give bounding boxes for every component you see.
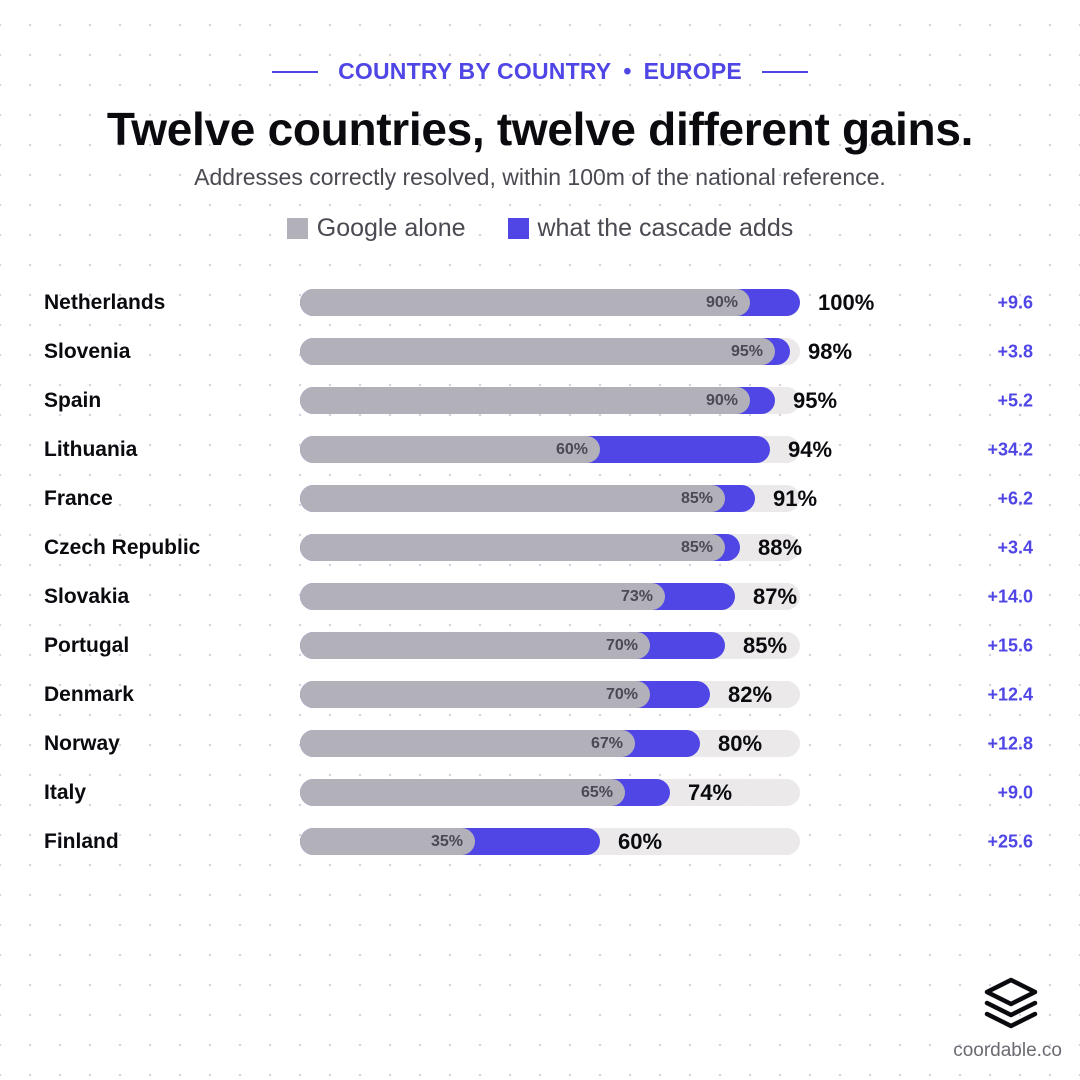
base-value-label: 85% — [681, 490, 713, 507]
base-value-label: 67% — [591, 735, 623, 752]
category-label: Portugal — [44, 634, 129, 657]
bar-base — [300, 828, 475, 855]
delta-label: +14.0 — [987, 587, 1033, 607]
category-label: Slovenia — [44, 340, 131, 363]
base-value-label: 85% — [681, 539, 713, 556]
total-value-label: 98% — [808, 339, 852, 364]
total-value-label: 95% — [793, 388, 837, 413]
base-value-label: 73% — [621, 588, 653, 605]
delta-label: +25.6 — [987, 832, 1033, 852]
delta-label: +12.8 — [987, 734, 1033, 754]
legend: Google alone what the cascade adds — [0, 214, 1080, 243]
base-value-label: 35% — [431, 833, 463, 850]
delta-label: +34.2 — [987, 440, 1033, 460]
legend-label-base: Google alone — [316, 214, 466, 242]
bar-base — [300, 289, 750, 316]
brand-domain: coordable.co — [953, 1040, 1062, 1061]
category-label: Spain — [44, 389, 101, 412]
delta-label: +3.4 — [997, 538, 1033, 558]
bar-base — [300, 681, 650, 708]
category-label: Denmark — [44, 683, 134, 706]
bar-base — [300, 436, 600, 463]
category-label: Norway — [44, 732, 120, 755]
total-value-label: 80% — [718, 731, 762, 756]
legend-label-added: what the cascade adds — [537, 214, 794, 242]
base-value-label: 90% — [706, 392, 738, 409]
delta-label: +15.6 — [987, 636, 1033, 656]
kicker-separator: • — [623, 58, 632, 84]
total-value-label: 88% — [758, 535, 802, 560]
bar-base — [300, 632, 650, 659]
bar-base — [300, 338, 775, 365]
base-value-label: 95% — [731, 343, 763, 360]
kicker-rule-right — [761, 70, 808, 73]
stacked-layers-icon — [984, 977, 1038, 1029]
base-value-label: 70% — [606, 686, 638, 703]
delta-label: +5.2 — [997, 391, 1033, 411]
bar-chart: Netherlands 90% 100% +9.6 Slovenia 95% 98% +3.8… — [44, 289, 1033, 855]
total-value-label: 94% — [788, 437, 832, 462]
delta-label: +12.4 — [987, 685, 1033, 705]
total-value-label: 82% — [728, 682, 772, 707]
total-value-label: 87% — [753, 584, 797, 609]
delta-label: +9.0 — [997, 783, 1033, 803]
category-label: Czech Republic — [44, 536, 201, 559]
delta-label: +9.6 — [997, 293, 1033, 313]
bar-base — [300, 730, 635, 757]
bar-base — [300, 583, 665, 610]
category-label: Lithuania — [44, 438, 138, 461]
category-label: France — [44, 487, 113, 510]
delta-label: +3.8 — [997, 342, 1033, 362]
kicker-right: EUROPE — [643, 58, 742, 84]
bar-base — [300, 485, 725, 512]
legend-item-base: Google alone — [286, 214, 466, 243]
base-value-label: 90% — [706, 294, 738, 311]
base-value-label: 60% — [556, 441, 588, 458]
legend-swatch-added — [507, 218, 529, 239]
base-value-label: 70% — [606, 637, 638, 654]
total-value-label: 60% — [618, 829, 662, 854]
total-value-label: 85% — [743, 633, 787, 658]
bar-base — [300, 534, 725, 561]
bar-base — [300, 779, 625, 806]
category-label: Netherlands — [44, 291, 165, 314]
legend-swatch-base — [286, 218, 308, 239]
chart-subtitle: Addresses correctly resolved, within 100… — [194, 164, 886, 190]
kicker-left: COUNTRY BY COUNTRY — [338, 58, 612, 84]
total-value-label: 91% — [773, 486, 817, 511]
category-label: Finland — [44, 830, 119, 853]
category-label: Slovakia — [44, 585, 130, 608]
legend-item-added: what the cascade adds — [507, 214, 794, 243]
total-value-label: 74% — [688, 780, 732, 805]
category-label: Italy — [44, 781, 86, 804]
base-value-label: 65% — [581, 784, 613, 801]
delta-label: +6.2 — [997, 489, 1033, 509]
kicker: COUNTRY BY COUNTRY • EUROPE — [0, 58, 1080, 85]
kicker-rule-left — [272, 70, 319, 73]
chart-title: Twelve countries, twelve different gains… — [106, 103, 974, 155]
bar-base — [300, 387, 750, 414]
total-value-label: 100% — [818, 290, 874, 315]
